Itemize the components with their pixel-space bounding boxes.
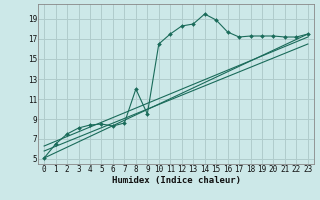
X-axis label: Humidex (Indice chaleur): Humidex (Indice chaleur) (111, 176, 241, 185)
